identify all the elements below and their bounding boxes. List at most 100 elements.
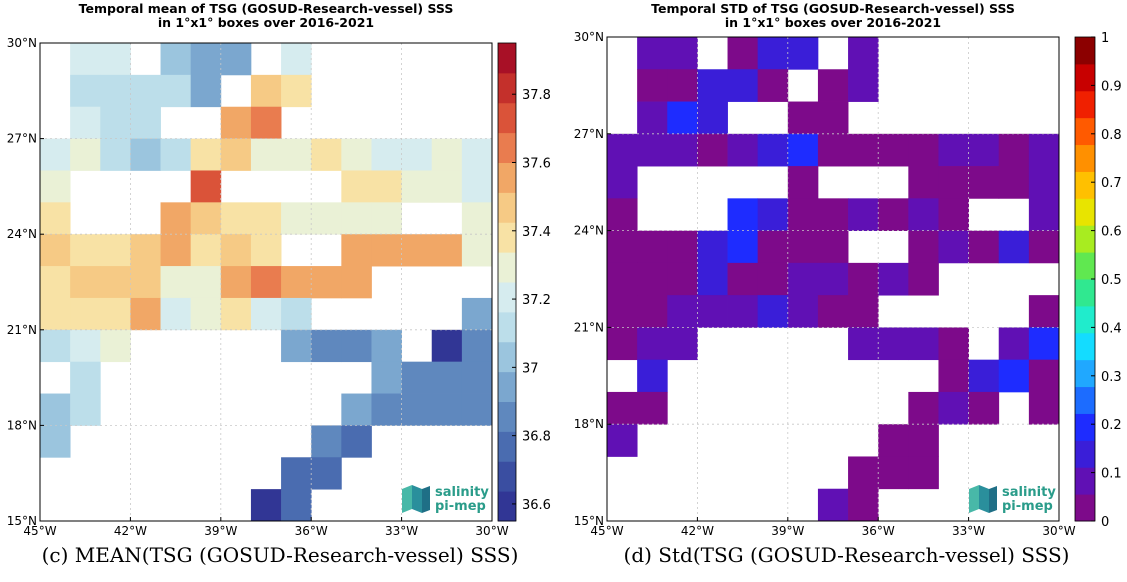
heatmap-cell [70,138,101,171]
heatmap-cell [341,329,372,363]
heatmap-cells [607,37,1060,522]
colorbar-segment [1075,386,1095,414]
heatmap-cell [371,393,402,426]
heatmap-cell [757,37,789,70]
plot-frame [39,42,493,522]
heatmap-cell [461,138,493,171]
colorbar-segment [1075,332,1095,361]
y-tick-label: 24°N [7,227,37,241]
heatmap-cell [787,133,819,167]
heatmap-cell [431,138,463,171]
heatmap-cell [727,230,759,264]
heatmap-cell [848,456,879,490]
heatmap-cell [607,133,638,167]
x-tick-label: 42°W [114,524,147,538]
heatmap-cell [281,457,312,490]
colorbar-segment [1075,494,1095,522]
heatmap-cell [250,202,282,235]
panel-mean: Temporal mean of TSG (GOSUD-Research-ves… [0,0,560,582]
heatmap-cell [371,170,402,203]
heatmap-cell [130,138,161,171]
heatmap-cell [341,138,372,171]
heatmap-cell [878,133,909,167]
heatmap-cell [341,202,372,235]
heatmap-cell [878,198,909,231]
heatmap-cell [401,361,433,394]
heatmap-cell [727,37,759,70]
colorbar-segment [498,401,516,432]
heatmap-cell [607,391,638,425]
heatmap-cell [637,262,668,296]
heatmap-cell [637,69,668,102]
heatmap-cell [281,202,312,235]
grid-lines [40,43,492,521]
heatmap-cell [787,101,819,135]
y-tick-label: 30°N [574,30,604,44]
heatmap-cell [607,230,638,264]
heatmap-cell [908,198,939,231]
heatmap-cell [817,133,849,167]
chart-subtitle: in 1°x1° boxes over 2016-2021 [158,15,374,30]
heatmap-cell [100,297,131,331]
heatmap-cell [311,266,342,299]
heatmap-cell [341,170,372,203]
heatmap-cell [130,74,161,108]
colorbar-segment [1075,279,1095,307]
heatmap-cell [817,230,849,264]
heatmap-cell [401,393,433,426]
colorbar-segment [498,371,516,402]
heatmap-cell [848,262,879,296]
heatmap-cell [220,266,252,299]
heatmap-cell [160,266,192,299]
heatmap-cell [908,133,939,167]
heatmap-cell [757,198,789,231]
chart-subtitle: in 1°x1° boxes over 2016-2021 [725,15,941,30]
x-tick-label: 36°W [295,524,328,538]
heatmap-cell [160,234,192,267]
colorbar-segment [1075,440,1095,468]
heatmap-cell [371,138,402,171]
heatmap-cell [908,230,939,264]
logo-bar-icon [422,486,430,513]
heatmap-cell [190,138,222,171]
heatmap-cell [371,234,402,267]
heatmap-cell [220,106,252,139]
logo-bar-icon [402,485,412,513]
heatmap-cell [998,166,1030,199]
heatmap-cell [100,234,131,267]
colorbar-segment [1075,413,1095,441]
heatmap-cell [968,133,1000,167]
heatmap-cell [968,166,1000,199]
logo-bar-icon [412,485,422,513]
heatmap-cell [220,297,252,331]
heatmap-cell [667,262,698,296]
heatmap-cell [281,74,312,108]
heatmap-cell [40,393,71,426]
heatmap-cell [1028,327,1060,361]
heatmap-cell [697,230,728,264]
y-tick-label: 18°N [7,418,37,432]
heatmap-cell [190,43,222,76]
heatmap-cell [757,133,789,167]
caption-std: (d) Std(TSG (GOSUD-Research-vessel) SSS) [623,543,1070,567]
heatmap-cell [371,361,402,394]
heatmap-cell [100,266,131,299]
colorbar-segment [1075,359,1095,388]
colorbar-segment [498,341,516,373]
logo-text-line1: salinity [435,485,489,500]
heatmap-cell [878,262,909,296]
heatmap-cell [70,234,101,267]
colorbar-tick-label: 0.6 [1101,225,1122,240]
heatmap-cell [1028,359,1060,393]
heatmap-cell [100,74,131,108]
heatmap-cell [667,37,698,70]
heatmap-cell [190,234,222,267]
x-tick-label: 33°W [385,524,418,538]
heatmap-cell [190,266,222,299]
heatmap-cell [908,262,939,296]
colorbar-segment [498,222,516,253]
heatmap-cell [311,138,342,171]
heatmap-cell [727,198,759,231]
heatmap-cell [190,297,222,331]
